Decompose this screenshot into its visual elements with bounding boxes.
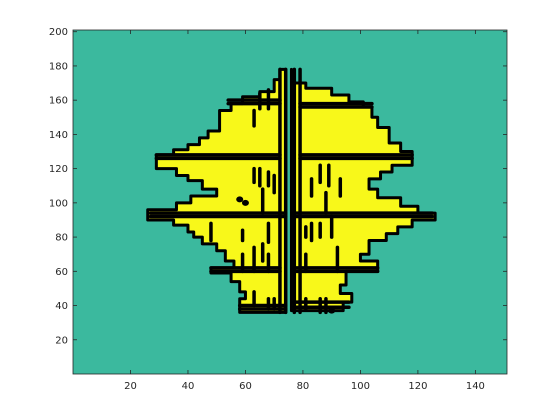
axes-box [72, 29, 508, 375]
y-tick-label: 80 [55, 233, 68, 244]
x-tick-label: 60 [239, 381, 252, 392]
contour-blob [241, 199, 249, 206]
y-tick-label: 140 [49, 130, 68, 141]
x-tick-label: 80 [297, 381, 310, 392]
y-tick-label: 200 [49, 27, 68, 38]
x-tick-label: 140 [466, 381, 485, 392]
y-tick-label: 120 [49, 164, 68, 175]
contour-blob [236, 196, 244, 203]
y-tick-label: 20 [55, 335, 68, 346]
x-tick-label: 20 [124, 381, 137, 392]
y-tick-label: 40 [55, 301, 68, 312]
y-tick-label: 60 [55, 267, 68, 278]
x-tick-label: 40 [182, 381, 195, 392]
y-tick-label: 100 [49, 198, 68, 209]
contour-blob [328, 307, 336, 314]
y-tick-label: 180 [49, 61, 68, 72]
x-tick-label: 100 [351, 381, 370, 392]
x-tick-label: 120 [408, 381, 427, 392]
y-tick-label: 160 [49, 96, 68, 107]
